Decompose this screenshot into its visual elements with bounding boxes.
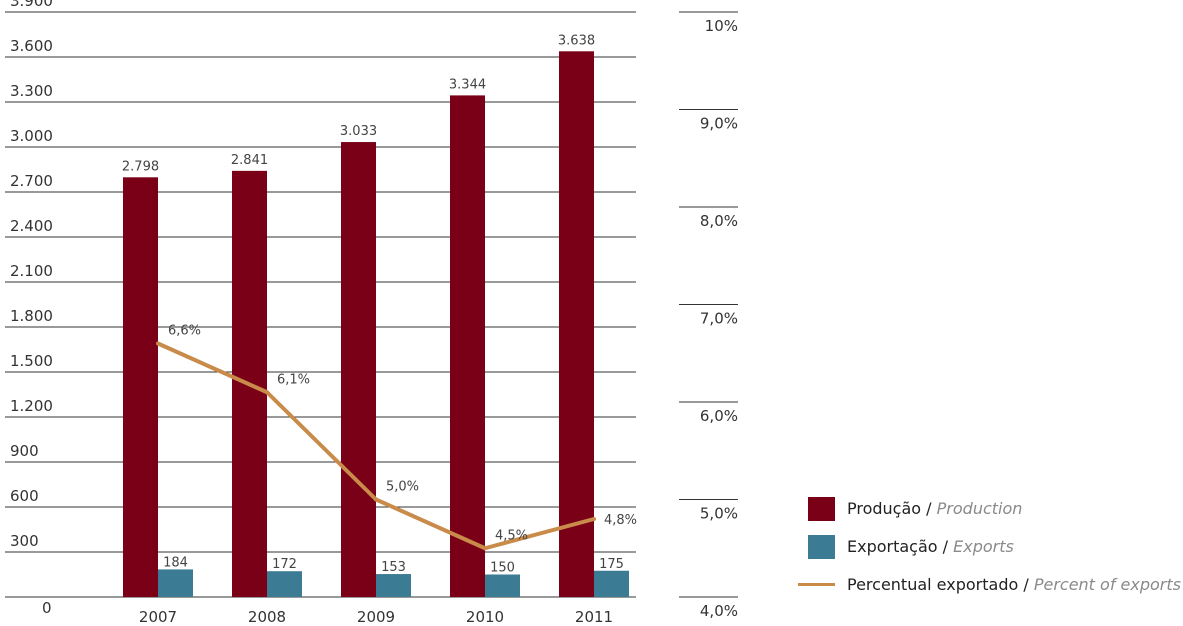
percent-point	[592, 517, 596, 521]
percent-point	[265, 390, 269, 395]
production-bar	[123, 177, 158, 598]
percent-line-group	[156, 341, 596, 551]
left-tick-label: 3.600	[10, 37, 53, 55]
legend-label-sep: /	[1018, 575, 1034, 594]
percent-point	[374, 497, 378, 502]
legend-label-sep: /	[937, 537, 954, 556]
exports-bar	[485, 574, 520, 597]
x-tick-label: 2007	[139, 608, 177, 626]
percent-value-label: 6,6%	[168, 324, 201, 339]
production-bar	[450, 95, 485, 598]
legend-swatch-production	[808, 497, 835, 521]
x-tick-label: 2008	[248, 608, 286, 626]
right-gridlines	[679, 11, 738, 598]
exports-value-label: 150	[490, 561, 515, 576]
legend-label-exports: Exportação / Exports	[847, 537, 1014, 556]
legend-label-en: Production	[936, 499, 1023, 518]
data-labels: 2.798 184 2.841 172 3.033 153 3.344 150 3.638 175…	[122, 33, 637, 575]
left-tick-label: 3.300	[10, 82, 53, 100]
production-value-label: 2.841	[231, 153, 268, 168]
exports-bar	[158, 569, 193, 597]
left-tick-label: 2.400	[10, 217, 53, 235]
left-tick-label: 3.000	[10, 127, 53, 145]
percent-value-label: 5,0%	[386, 480, 419, 495]
left-tick-label: 0	[42, 599, 52, 617]
left-tick-label: 1.200	[10, 397, 53, 415]
right-tick-label: 5,0%	[700, 505, 738, 523]
production-value-label: 2.798	[122, 159, 159, 174]
legend-label-pt: Percentual exportado	[847, 575, 1019, 594]
exports-value-label: 184	[163, 555, 188, 570]
right-tick-label: 6,0%	[700, 407, 738, 425]
right-tick-label: 7,0%	[700, 310, 738, 328]
percent-point	[156, 341, 160, 346]
exports-value-label: 172	[272, 557, 297, 572]
left-tick-label: 2.100	[10, 262, 53, 280]
exports-value-label: 153	[381, 560, 406, 575]
legend-swatch-exports	[808, 535, 835, 559]
left-tick-label: 600	[10, 487, 39, 505]
left-tick-label: 1.800	[10, 307, 53, 325]
production-value-label: 3.638	[558, 33, 595, 48]
production-bar	[559, 51, 594, 598]
x-tick-label: 2010	[466, 608, 504, 626]
legend-label-en: Exports	[953, 537, 1014, 556]
exports-bar	[376, 574, 411, 597]
legend-label-sep: /	[921, 499, 937, 518]
left-tick-label: 2.700	[10, 172, 53, 190]
percent-value-label: 6,1%	[277, 372, 310, 387]
legend-label-pt: Produção	[847, 499, 922, 518]
percent-point	[483, 546, 487, 551]
percent-value-label: 4,8%	[604, 513, 637, 528]
bars	[123, 51, 629, 598]
x-tick-label: 2011	[575, 608, 613, 626]
right-tick-label: 10%	[705, 17, 738, 35]
left-tick-label: 1.500	[10, 352, 53, 370]
legend-label-percent: Percentual exportado / Percent of export…	[847, 575, 1181, 594]
exports-value-label: 175	[599, 557, 624, 572]
percent-value-label: 4,5%	[495, 528, 528, 543]
left-tick-label: 900	[10, 442, 39, 460]
production-value-label: 3.033	[340, 124, 377, 139]
right-tick-label: 8,0%	[700, 212, 738, 230]
legend-swatch-percent	[798, 583, 835, 586]
legend-label-en: Percent of exports	[1033, 575, 1181, 594]
production-bar	[341, 142, 376, 598]
right-tick-label: 9,0%	[700, 115, 738, 133]
exports-bar	[267, 571, 302, 597]
left-tick-label: 300	[10, 532, 39, 550]
x-tick-label: 2009	[357, 608, 395, 626]
left-tick-label: 3.900	[10, 0, 53, 10]
right-axis-ticks: 4,0% 5,0% 6,0% 7,0% 8,0% 9,0% 10%	[700, 17, 738, 620]
right-tick-label: 4,0%	[700, 602, 738, 620]
legend-label-pt: Exportação	[847, 537, 938, 556]
left-gridlines	[5, 11, 636, 598]
production-value-label: 3.344	[449, 77, 486, 92]
x-axis-ticks: 2007 2008 2009 2010 2011	[139, 608, 613, 626]
legend-label-production: Produção / Production	[847, 499, 1022, 518]
exports-bar	[594, 570, 629, 597]
left-axis-ticks: 0 300 600 900 1.200 1.500 1.800 2.100 2.400 2.700…	[10, 0, 53, 617]
